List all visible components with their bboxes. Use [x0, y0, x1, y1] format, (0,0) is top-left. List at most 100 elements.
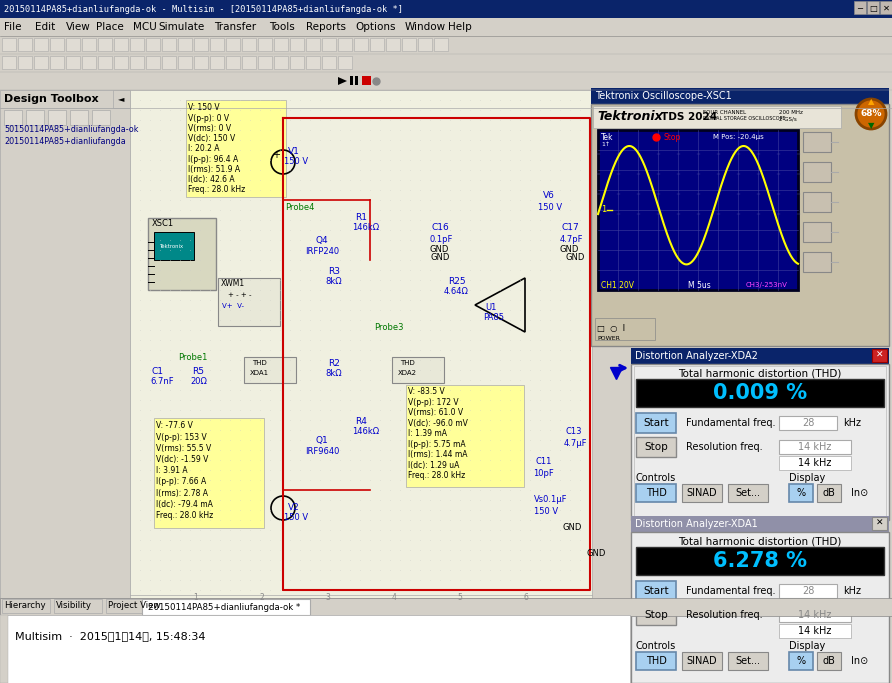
Bar [274, 38, 288, 51]
Text: Reports: Reports [306, 22, 346, 32]
Text: POWER: POWER [597, 335, 620, 341]
Text: R2: R2 [328, 359, 340, 369]
Text: Window: Window [405, 22, 446, 32]
Text: 14 kHz: 14 kHz [798, 626, 831, 636]
Text: 200 MHz: 200 MHz [779, 111, 803, 115]
Text: + - + -: + - + - [228, 292, 252, 298]
Bar [258, 38, 272, 51]
Text: IRF9640: IRF9640 [305, 447, 339, 456]
Text: ✕: ✕ [882, 3, 889, 12]
Text: 2 GS/s: 2 GS/s [779, 117, 797, 122]
Text: IRFP240: IRFP240 [305, 247, 339, 257]
Text: CH1 20V: CH1 20V [601, 281, 634, 290]
Text: V(rms): 61.0 V: V(rms): 61.0 V [408, 408, 463, 417]
Bar [636, 413, 676, 433]
Bar [418, 38, 432, 51]
Text: V(p-p): 153 V: V(p-p): 153 V [156, 433, 207, 442]
Text: Stop: Stop [644, 442, 668, 452]
Bar [872, 517, 887, 530]
Text: Simulate: Simulate [158, 22, 204, 32]
Bar [186, 100, 286, 197]
Text: Multisim  ·  2015年1月14日, 15:48:34: Multisim · 2015年1月14日, 15:48:34 [15, 631, 205, 641]
Bar [98, 38, 112, 51]
Bar [148, 218, 216, 290]
Text: M Pos: -20.4μs: M Pos: -20.4μs [713, 134, 764, 140]
Text: Freq.: 28.0 kHz: Freq.: 28.0 kHz [188, 185, 245, 194]
Bar [803, 192, 831, 212]
Text: CH3/-253nV: CH3/-253nV [746, 282, 788, 288]
Text: Q1: Q1 [315, 436, 327, 445]
Text: Freq.: 28.0 kHz: Freq.: 28.0 kHz [156, 511, 213, 520]
Text: Tools: Tools [269, 22, 295, 32]
Text: I: 1.39 mA: I: 1.39 mA [408, 430, 447, 438]
Text: SINAD: SINAD [687, 488, 717, 498]
Text: I: 20.2 A: I: 20.2 A [188, 144, 219, 153]
Text: 4.64Ω: 4.64Ω [444, 288, 469, 296]
Bar [779, 624, 851, 638]
Bar [114, 38, 128, 51]
Bar [0, 0, 892, 18]
Text: Display: Display [789, 473, 825, 483]
Bar [242, 56, 256, 69]
Bar [434, 38, 448, 51]
Text: %: % [797, 656, 805, 666]
Bar [82, 38, 96, 51]
Text: 3: 3 [326, 592, 330, 602]
Text: R3: R3 [328, 268, 340, 277]
Text: V(p-p): 172 V: V(p-p): 172 V [408, 398, 458, 407]
Circle shape [856, 99, 886, 129]
Bar [244, 357, 296, 383]
Text: V2: V2 [288, 503, 300, 512]
Text: 0.009 %: 0.009 % [713, 383, 807, 403]
Bar [634, 366, 886, 518]
Text: 6.278 %: 6.278 % [713, 551, 807, 571]
Bar [392, 357, 444, 383]
Text: Stop: Stop [663, 133, 681, 141]
Text: Tektronix: Tektronix [597, 111, 663, 124]
Bar [789, 652, 813, 670]
Bar [682, 484, 722, 502]
Bar [682, 652, 722, 670]
Text: U1: U1 [485, 303, 496, 313]
Text: I(p-p): 7.66 A: I(p-p): 7.66 A [156, 477, 206, 486]
Text: GND: GND [566, 253, 584, 262]
Bar [146, 56, 160, 69]
Text: I(dc): -79.4 mA: I(dc): -79.4 mA [156, 500, 213, 509]
Bar [66, 38, 80, 51]
Text: 10pF: 10pF [533, 469, 554, 477]
Text: SINAD: SINAD [687, 656, 717, 666]
Bar [26, 110, 44, 125]
Text: C13: C13 [566, 428, 582, 436]
Bar [591, 104, 889, 346]
Bar [598, 130, 798, 290]
Text: In⊙: In⊙ [851, 488, 868, 498]
Bar [636, 581, 676, 601]
Bar [162, 56, 176, 69]
Text: THD: THD [646, 656, 666, 666]
Bar [0, 36, 892, 54]
Bar [92, 110, 110, 125]
Text: V(dc): -96.0 mV: V(dc): -96.0 mV [408, 419, 468, 428]
Text: 14 kHz: 14 kHz [798, 458, 831, 468]
Text: XDA1: XDA1 [250, 370, 269, 376]
Text: C1: C1 [152, 367, 164, 376]
Text: ◄: ◄ [118, 94, 124, 104]
Bar [113, 90, 130, 108]
Bar [306, 56, 320, 69]
Bar [322, 38, 336, 51]
Bar [2, 38, 16, 51]
Text: Controls: Controls [636, 641, 676, 651]
Text: Probe3: Probe3 [374, 324, 403, 333]
Bar [595, 318, 655, 340]
Text: V1: V1 [288, 148, 300, 156]
Text: +: + [272, 150, 280, 160]
Text: Q4: Q4 [315, 236, 327, 245]
Bar [779, 584, 837, 598]
Text: Project View: Project View [108, 602, 161, 611]
Text: PA85: PA85 [483, 313, 504, 322]
Text: C17: C17 [562, 223, 580, 232]
Text: V(rms): 0 V: V(rms): 0 V [188, 124, 231, 133]
Text: GND: GND [560, 245, 580, 255]
Text: 150 V: 150 V [284, 158, 308, 167]
Text: Controls: Controls [636, 473, 676, 483]
